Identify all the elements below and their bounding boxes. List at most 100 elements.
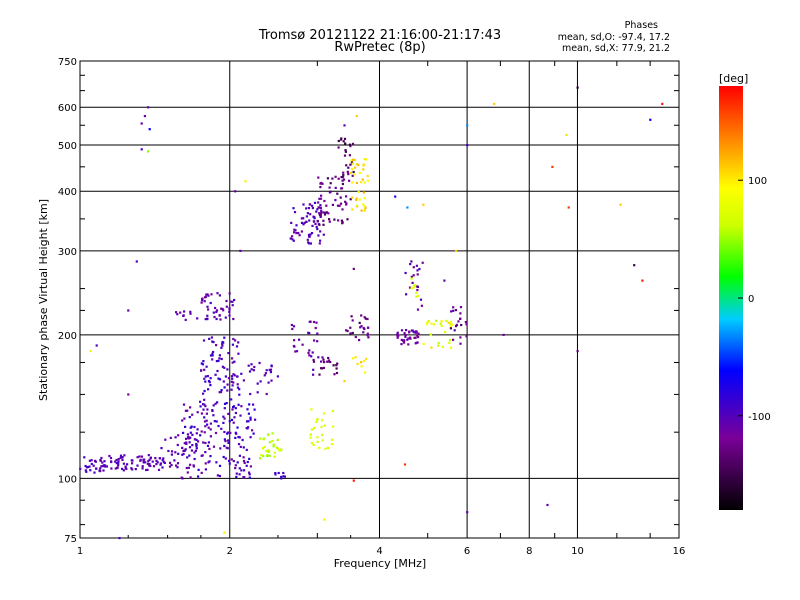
data-point (344, 150, 347, 153)
data-point (323, 213, 327, 216)
data-point (162, 460, 165, 463)
data-point (149, 456, 152, 459)
data-point (452, 309, 455, 312)
y-tick-label: 600 (58, 103, 77, 114)
data-point (412, 266, 415, 269)
data-point (430, 346, 433, 349)
data-point (275, 446, 278, 449)
data-point (236, 375, 239, 378)
data-point (200, 430, 203, 433)
data-point (248, 471, 251, 474)
data-point (148, 463, 151, 466)
data-point (316, 436, 319, 439)
data-point (314, 222, 317, 226)
data-point (203, 416, 206, 419)
data-point (414, 336, 417, 339)
data-point (204, 375, 207, 378)
data-point (360, 209, 363, 212)
data-point (351, 208, 354, 211)
data-point (397, 334, 400, 337)
data-point (345, 195, 348, 198)
data-point (277, 471, 280, 475)
data-point (242, 459, 246, 463)
data-point (307, 351, 310, 354)
data-point (411, 281, 414, 284)
data-point (140, 122, 143, 125)
data-point (203, 398, 206, 401)
data-point (249, 465, 252, 468)
data-point (185, 441, 188, 444)
data-point (147, 454, 150, 457)
colorbar-label: [deg] (719, 72, 748, 85)
data-point (309, 233, 312, 236)
data-point (310, 428, 314, 431)
data-point (245, 448, 248, 451)
data-point (360, 365, 363, 368)
data-point (315, 420, 318, 424)
data-point (204, 441, 207, 445)
data-point (320, 209, 323, 212)
data-point (297, 231, 300, 235)
data-point (441, 345, 444, 348)
data-point (89, 350, 92, 353)
data-point (115, 462, 118, 465)
data-point (334, 199, 337, 202)
data-point (351, 181, 354, 184)
data-point (450, 346, 453, 349)
data-point (408, 330, 411, 333)
data-point (316, 340, 319, 343)
data-point (345, 329, 348, 332)
data-point (268, 368, 271, 371)
data-point (136, 456, 139, 459)
data-point (334, 175, 337, 178)
data-point (362, 168, 365, 171)
data-point (444, 330, 447, 334)
data-point (196, 317, 199, 320)
data-point (322, 358, 325, 361)
data-point (349, 332, 352, 335)
data-point (221, 344, 224, 347)
data-point (305, 215, 308, 218)
data-point (263, 445, 266, 449)
data-point (218, 314, 221, 317)
data-point (449, 320, 453, 323)
data-point (99, 459, 102, 462)
data-point (184, 448, 187, 451)
data-point (280, 475, 283, 478)
data-point (217, 424, 220, 428)
data-point (196, 411, 199, 414)
data-point (142, 461, 145, 464)
data-point (242, 379, 245, 382)
data-point (142, 459, 145, 462)
data-point (212, 350, 215, 354)
data-point (316, 332, 319, 335)
data-point (148, 458, 151, 461)
data-point (219, 447, 222, 450)
colorbar-tick-label: -100 (748, 412, 771, 423)
data-point (199, 405, 202, 408)
data-point (359, 326, 362, 329)
data-point (308, 235, 311, 238)
data-point (416, 294, 420, 297)
data-point (546, 503, 549, 507)
data-point (336, 192, 339, 195)
data-point (411, 329, 414, 332)
data-point (345, 203, 348, 206)
data-point (250, 368, 253, 371)
data-point (88, 459, 91, 462)
data-point (149, 464, 152, 468)
data-point (365, 158, 368, 161)
data-point (349, 326, 352, 329)
data-point (169, 461, 172, 464)
data-point (315, 321, 318, 324)
data-point (270, 379, 273, 382)
data-point (447, 321, 450, 324)
data-point (337, 139, 340, 143)
data-point (421, 261, 424, 264)
data-point (267, 450, 270, 453)
data-point (240, 469, 243, 472)
data-point (234, 339, 237, 342)
data-point (337, 219, 340, 222)
data-point (333, 373, 336, 376)
